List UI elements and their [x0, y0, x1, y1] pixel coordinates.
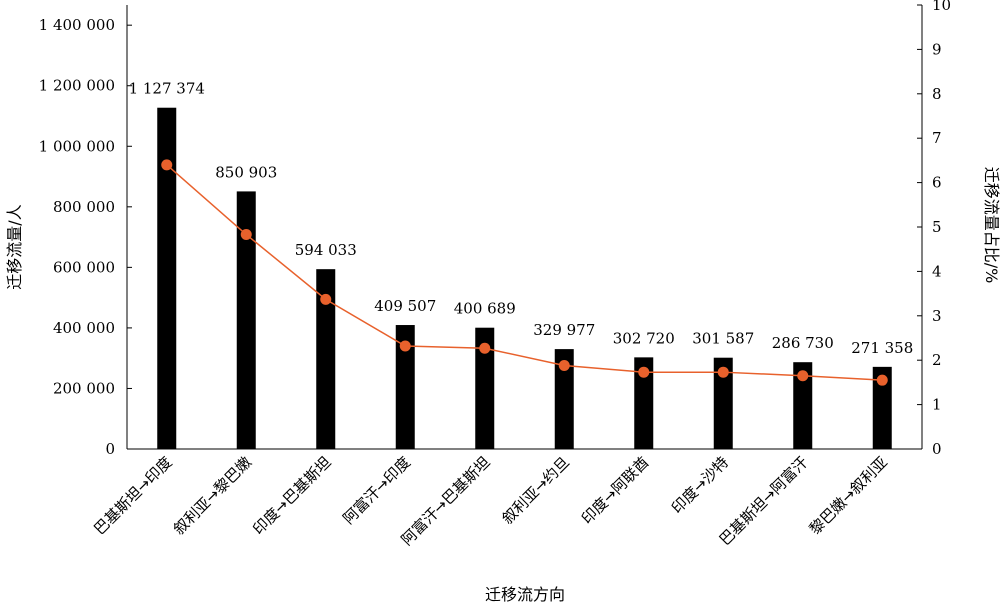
bar-value-label: 302 720	[613, 329, 675, 347]
y-tick-label: 1 400 000	[39, 16, 115, 34]
y-tick-label: 200 000	[53, 379, 115, 397]
bar-value-label: 1 127 374	[129, 80, 205, 98]
bar-value-label: 409 507	[374, 297, 436, 315]
x-tick-label: 黎巴嫩→叙利亚	[806, 453, 891, 538]
y2-tick-label: 2	[932, 351, 942, 369]
share-point	[876, 374, 888, 386]
share-point	[558, 360, 570, 372]
share-line	[161, 159, 888, 386]
y2-tick-label: 1	[932, 396, 942, 414]
y2-tick-label: 8	[932, 85, 942, 103]
y-tick-label: 400 000	[53, 319, 115, 337]
bar	[793, 362, 813, 449]
x-tick-label: 叙利亚→黎巴嫩	[170, 453, 255, 538]
x-axis-title: 迁移流方向	[485, 585, 565, 604]
y2-tick-label: 0	[932, 440, 942, 458]
share-point	[161, 159, 173, 171]
share-point	[797, 370, 809, 382]
y2-tick-label: 9	[932, 40, 942, 58]
bar	[713, 357, 733, 449]
y-tick-label: 800 000	[53, 198, 115, 216]
x-tick-label: 印度→沙特	[668, 453, 732, 517]
bar	[395, 325, 415, 449]
share-point	[717, 366, 729, 378]
bar	[236, 191, 256, 449]
bar	[554, 349, 574, 449]
y-tick-label: 1 200 000	[39, 77, 115, 95]
y2-tick-label: 6	[932, 174, 942, 192]
bar-value-label: 271 358	[851, 339, 913, 357]
bar-value-label: 286 730	[772, 334, 834, 352]
bar-value-label: 400 689	[454, 300, 516, 318]
y2-tick-label: 5	[932, 218, 942, 236]
bar-value-label: 850 903	[215, 163, 277, 181]
x-tick-label: 巴基斯坦→印度	[90, 453, 175, 538]
share-point	[638, 366, 650, 378]
bar	[475, 327, 495, 449]
y2-tick-label: 4	[932, 262, 942, 280]
x-tick-label: 印度→阿联酋	[578, 453, 653, 528]
y-tick-label: 0	[105, 440, 115, 458]
bars	[157, 107, 892, 449]
y2-tick-label: 7	[932, 129, 942, 147]
share-point	[320, 293, 332, 305]
x-tick-label: 阿富汗→印度	[339, 453, 414, 528]
bar	[316, 269, 336, 449]
share-point	[479, 342, 491, 354]
y2-tick-label: 10	[932, 0, 951, 14]
share-line-path	[166, 164, 883, 381]
y-axis-title: 迁移流量/人	[5, 204, 24, 289]
bar-value-label: 301 587	[692, 330, 754, 348]
y2-tick-label: 3	[932, 307, 942, 325]
x-tick-label: 印度→巴基斯坦	[249, 453, 334, 538]
bar	[157, 107, 177, 449]
bar-value-label: 594 033	[295, 241, 357, 259]
bar	[872, 366, 892, 449]
share-point	[240, 229, 252, 241]
axes: 0 200 000 400 000 600 000 800 000 1 000 000 1 …	[39, 0, 951, 458]
x-tick-label: 叙利亚→约旦	[498, 453, 573, 528]
share-point	[399, 340, 411, 352]
y-tick-label: 1 000 000	[39, 137, 115, 155]
bar-value-label: 329 977	[533, 321, 595, 339]
y-tick-label: 600 000	[53, 258, 115, 276]
y2-axis-title: 迁移流量占比/%	[982, 167, 1000, 284]
bar	[634, 357, 654, 449]
